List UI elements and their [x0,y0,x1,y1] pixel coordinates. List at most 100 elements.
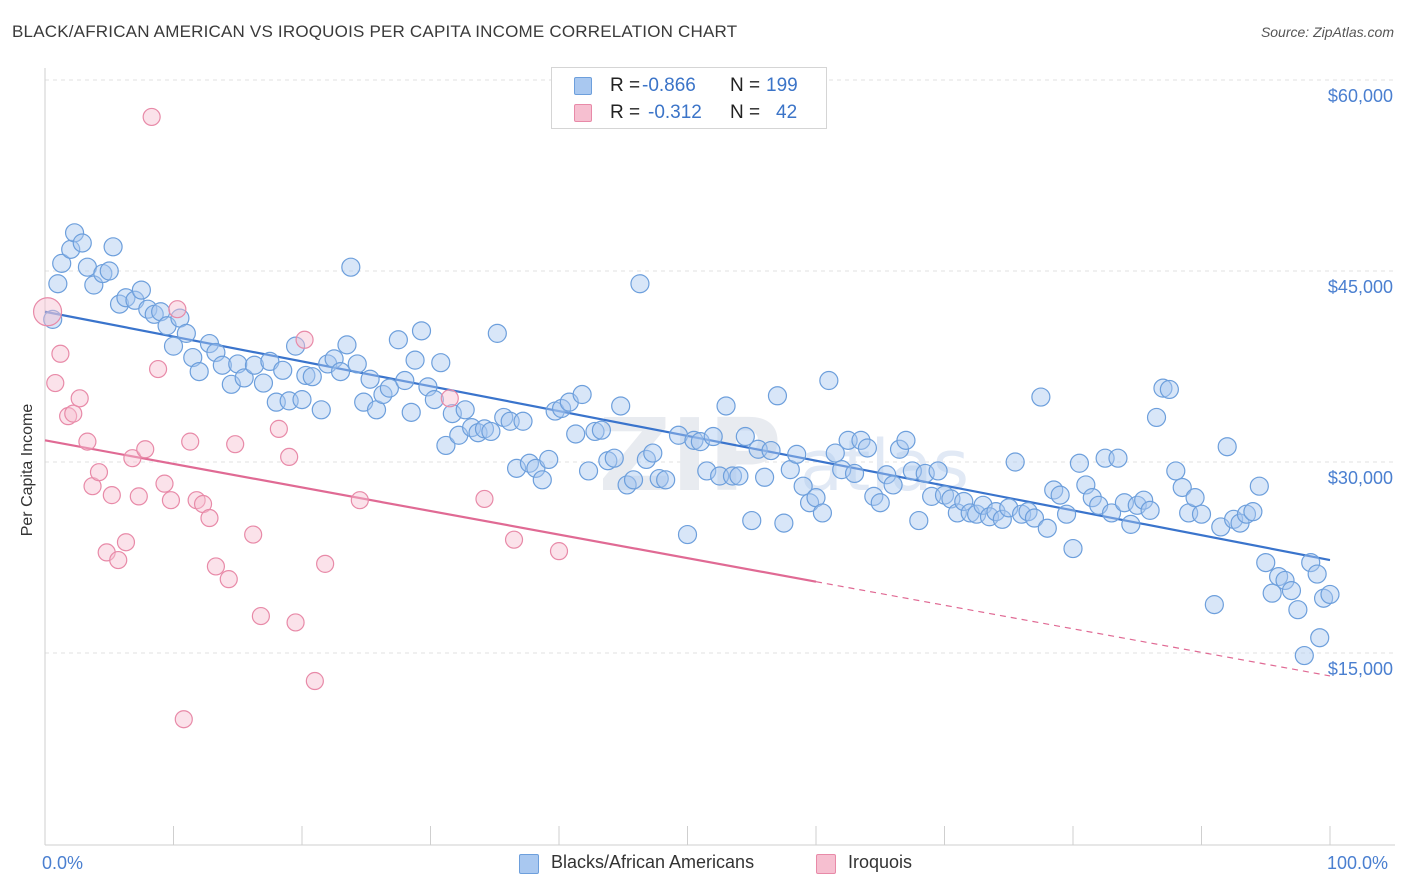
data-point-iroquois [46,373,65,393]
data-point-blacks [360,369,380,389]
data-point-iroquois [305,671,324,691]
data-point-blacks [519,453,540,473]
data-point-blacks [1320,584,1340,605]
data-point-blacks [812,503,833,523]
data-point-blacks [1127,495,1147,515]
data-point-blacks [228,354,248,374]
x-tick-label: 100.0% [1327,853,1389,873]
data-point-blacks [436,435,456,456]
data-point-blacks [253,373,274,393]
data-point-blacks [131,280,151,300]
data-point-blacks [379,378,399,398]
data-point-blacks [825,443,845,463]
data-point-blacks [851,430,871,450]
data-point-blacks [532,470,552,490]
data-point-iroquois [123,449,142,468]
data-point-blacks [578,461,599,481]
data-point-blacks [1249,476,1269,496]
data-point-blacks [697,461,717,481]
data-point-blacks [572,384,592,405]
data-point-iroquois [70,389,89,408]
data-point-blacks [1140,500,1160,520]
data-point-blacks [1185,488,1205,508]
pink-swatch [574,104,592,122]
data-point-iroquois [181,432,200,451]
data-point-iroquois [59,407,78,426]
data-point-blacks [742,510,762,531]
data-point-blacks [754,467,775,487]
data-point-iroquois [148,359,168,379]
data-point-iroquois [136,440,155,459]
data-point-blacks [189,361,209,382]
data-point-blacks [1288,600,1308,620]
n-label: N = [730,75,761,96]
data-point-blacks [928,461,948,481]
data-point-iroquois [129,487,148,506]
r-label: R = [610,102,641,123]
data-point-blacks [285,336,306,356]
data-point-iroquois [155,474,174,493]
data-point-blacks [1121,514,1141,534]
data-point-iroquois [219,570,238,589]
data-point-iroquois [295,330,314,349]
chart-title: BLACK/AFRICAN AMERICAN VS IROQUOIS PER C… [12,22,738,41]
data-point-blacks [954,491,974,512]
data-point-blacks [1159,379,1179,400]
y-tick-label: $45,000 [1327,277,1393,297]
data-point-blacks [799,493,820,513]
data-point-blacks [1108,448,1128,468]
axis-layer [44,68,1395,846]
legend-swatch-pink [816,854,836,874]
data-point-blacks [487,323,507,343]
data-point-blacks [1166,461,1186,481]
data-point-blacks [311,400,331,420]
y-tick-label: $15,000 [1327,659,1393,679]
data-point-iroquois [475,489,494,509]
data-point-blacks [481,421,501,442]
data-point-blacks [1217,437,1237,457]
data-point-blacks [337,335,357,355]
data-point-blacks [1024,508,1045,528]
data-point-blacks [1256,552,1276,573]
n-value: 199 [766,75,798,96]
data-point-blacks [72,233,92,253]
legend-swatch-blue [519,854,539,874]
data-point-blacks [513,411,533,431]
data-point-blacks [1294,645,1314,666]
data-point-blacks [163,336,184,356]
r-value: -0.312 [648,102,702,123]
data-point-iroquois [440,389,459,408]
data-point-iroquois [504,530,524,549]
data-point-blacks [234,368,254,388]
data-point-blacks [992,509,1012,529]
data-point-blacks [896,430,916,450]
data-point-blacks [668,425,689,445]
data-point-blacks [551,398,572,419]
data-point-blacks [1243,502,1263,522]
data-point-blacks [395,370,415,391]
data-point-iroquois [549,542,569,561]
data-point-blacks [722,466,743,486]
data-point-iroquois [244,525,263,544]
data-point-blacks [716,396,736,416]
data-point-blacks [183,347,203,368]
data-point-blacks [424,390,444,410]
data-point-blacks [405,350,425,370]
data-point-blacks [877,465,897,485]
data-point-iroquois [32,297,63,327]
data-point-iroquois [161,491,181,510]
data-point-iroquois [116,533,136,552]
data-point-blacks [1262,583,1282,603]
data-point-blacks [774,513,794,533]
data-point-blacks [296,365,316,386]
data-point-blacks [1031,387,1051,407]
data-point-blacks [431,353,451,373]
data-point-iroquois [64,404,83,423]
data-point-iroquois [102,486,121,505]
data-point-blacks [604,448,624,468]
data-point-iroquois [316,554,335,573]
data-point-iroquois [142,107,161,127]
data-point-blacks [1204,595,1224,615]
n-label: N = [730,102,761,123]
